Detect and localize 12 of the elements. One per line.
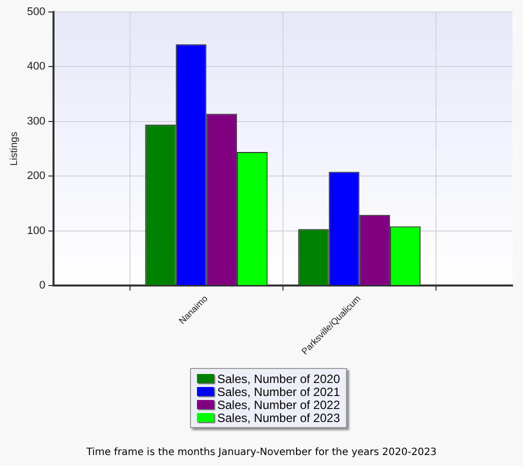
legend-label: Sales, Number of 2021 (217, 384, 340, 398)
y-tick-label: 500 (26, 6, 46, 18)
legend-label: Sales, Number of 2023 (217, 410, 340, 424)
y-tick-label: 0 (39, 280, 46, 292)
y-tick-label: 400 (26, 60, 46, 73)
y-axis-title: Listings (8, 132, 20, 166)
y-tick-label: 100 (26, 224, 46, 237)
legend-label: Sales, Number of 2020 (217, 372, 340, 386)
y-tick-label: 200 (26, 170, 46, 182)
y-tick-label: 300 (26, 115, 46, 128)
legend-label: Sales, Number of 2022 (217, 398, 340, 412)
text: Time frame is the months January-November for the years 2020-2023 (85, 447, 438, 458)
